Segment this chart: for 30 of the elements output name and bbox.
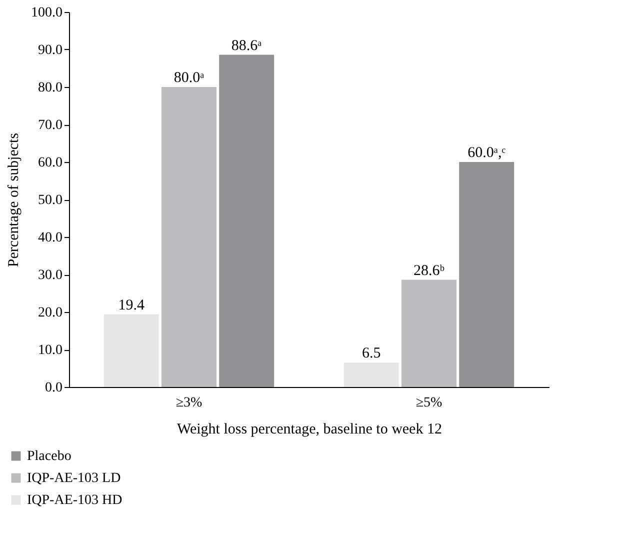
y-tick-label: 10.0 [38,343,62,358]
y-tick-label: 0.0 [45,380,62,396]
x-tick-label: ≥5% [416,396,443,410]
y-axis-title: Percentage of subjects [6,132,22,268]
y-tick-label: 50.0 [38,193,62,208]
legend-label: IQP-AE-103 HD [27,493,122,508]
bar [402,280,456,387]
data-label: 19.4 [118,297,146,314]
bar [344,362,399,387]
x-axis-title: Weight loss percentage, baseline to week 12 [177,422,442,438]
data-label: 28.6ᵇ [414,262,445,279]
legend-label: IQP-AE-103 LD [27,471,121,486]
legend-label: Placebo [27,449,72,464]
y-tick-label: 100.0 [31,6,62,20]
data-label: 88.6ᵃ [231,38,262,54]
bar [162,87,216,387]
y-tick-label: 30.0 [38,268,62,283]
data-label: 6.5 [362,346,381,362]
data-label: 60.0ᵃ,ᶜ [468,145,506,161]
y-tick-label: 20.0 [38,306,62,320]
bar [219,54,274,387]
y-tick-label: 40.0 [38,230,62,246]
y-tick-label: 80.0 [38,80,62,96]
y-tick-label: 90.0 [38,43,62,58]
x-tick-label: ≥3% [176,396,203,410]
data-label: 80.0ᵃ [174,70,204,86]
bar [459,162,514,387]
y-tick-label: 60.0 [38,156,62,170]
bar [104,314,159,387]
y-tick-label: 70.0 [38,118,62,133]
